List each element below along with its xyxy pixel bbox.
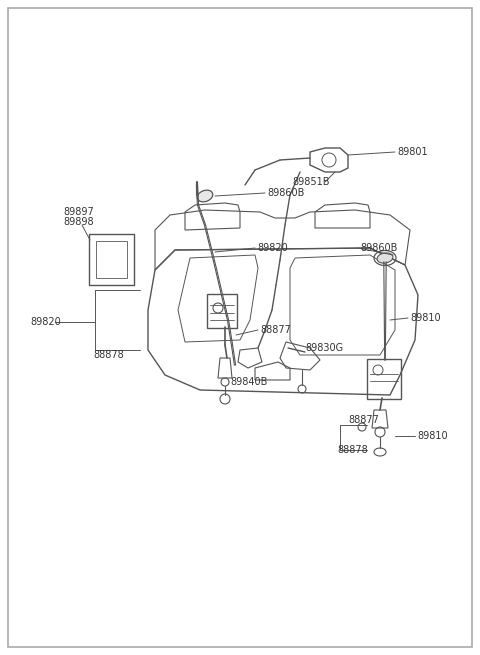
Text: 89820: 89820	[257, 243, 288, 253]
Text: 89860B: 89860B	[360, 243, 397, 253]
Text: 89801: 89801	[397, 147, 428, 157]
Text: 89830G: 89830G	[305, 343, 343, 353]
Text: 89840B: 89840B	[230, 377, 267, 387]
Text: 88878: 88878	[337, 445, 368, 455]
Text: 88878: 88878	[93, 350, 124, 360]
Text: 88877: 88877	[260, 325, 291, 335]
Ellipse shape	[377, 253, 393, 263]
Text: 89820: 89820	[30, 317, 61, 327]
Text: 89860B: 89860B	[267, 188, 304, 198]
Text: 88877: 88877	[348, 415, 379, 425]
Text: 89810: 89810	[417, 431, 448, 441]
Ellipse shape	[197, 190, 213, 202]
Text: 89851B: 89851B	[292, 177, 329, 187]
Text: 89898: 89898	[63, 217, 94, 227]
Text: 89897: 89897	[63, 207, 94, 217]
Text: 89810: 89810	[410, 313, 441, 323]
